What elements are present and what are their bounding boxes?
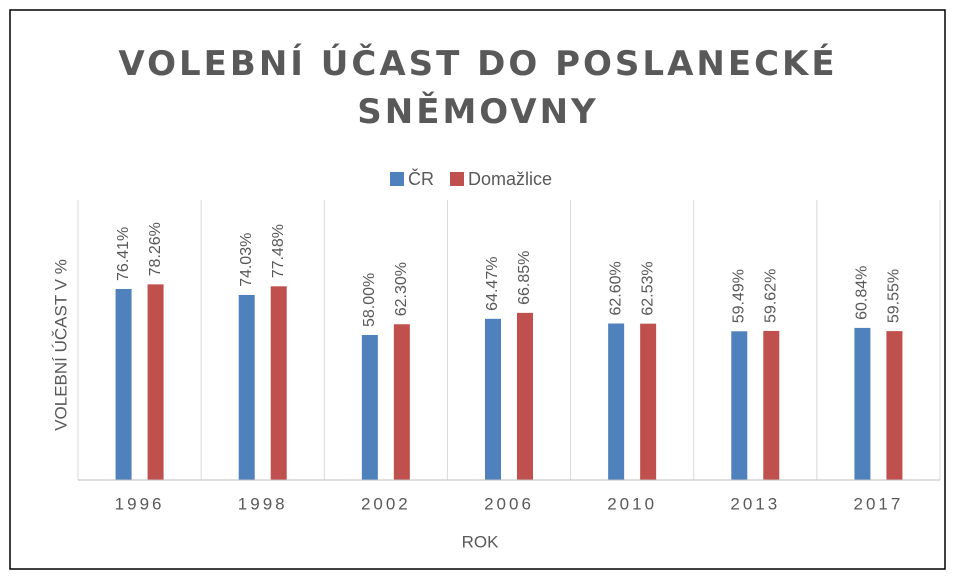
x-tick-label: 2006	[484, 494, 534, 513]
legend-label: Domažlice	[468, 169, 552, 189]
bar	[270, 286, 287, 480]
legend-swatch	[450, 172, 464, 186]
bar	[854, 327, 871, 480]
value-label: 60.84%	[854, 266, 871, 320]
y-axis-label: VOLEBNÍ ÚČAST V %	[51, 259, 70, 431]
chart-title: VOLEBNÍ ÚČAST DO POSLANECKÉ SNĚMOVNY	[118, 44, 838, 132]
bar	[517, 312, 533, 480]
value-label: 78.26%	[147, 222, 164, 276]
x-tick-label: 1998	[238, 494, 288, 513]
bar	[640, 323, 657, 480]
bar	[763, 330, 780, 480]
x-tick-label: 2013	[730, 494, 780, 513]
x-axis-label: ROK	[462, 532, 500, 551]
x-tick-label: 2010	[607, 494, 657, 513]
chart-border	[9, 9, 946, 570]
value-label: 59.55%	[886, 269, 903, 323]
value-label: 77.48%	[270, 224, 287, 278]
value-label: 64.47%	[484, 257, 501, 311]
bar	[886, 331, 903, 480]
bar	[731, 331, 748, 480]
value-label: 74.03%	[238, 233, 255, 287]
value-label: 58.00%	[361, 273, 378, 327]
legend-label: ČR	[408, 168, 434, 189]
value-label: 66.85%	[516, 251, 533, 305]
value-label: 62.60%	[607, 261, 624, 315]
bar	[361, 335, 378, 480]
bar	[238, 294, 255, 480]
bar	[393, 324, 410, 480]
bar	[147, 284, 164, 480]
x-tick-label: 2002	[361, 494, 411, 513]
x-tick-label: 1996	[115, 494, 165, 513]
x-tick-label: 2017	[854, 494, 904, 513]
bar	[115, 288, 132, 480]
value-label: 62.30%	[393, 262, 410, 316]
bar	[485, 318, 501, 480]
value-label: 59.49%	[731, 269, 748, 323]
value-label: 59.62%	[763, 269, 780, 323]
value-label: 62.53%	[639, 261, 656, 315]
bar	[608, 323, 625, 480]
legend-swatch	[390, 172, 404, 186]
value-label: 76.41%	[115, 227, 132, 281]
